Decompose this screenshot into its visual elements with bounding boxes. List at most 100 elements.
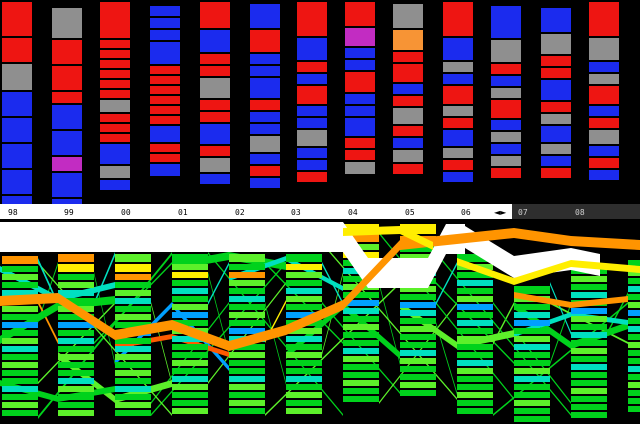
top-block[interactable] — [491, 100, 521, 118]
flow-bar[interactable] — [343, 372, 379, 378]
flow-bar[interactable] — [457, 296, 493, 302]
flow-bar[interactable] — [628, 382, 640, 388]
flow-bar[interactable] — [172, 304, 208, 310]
top-block[interactable] — [541, 144, 571, 154]
top-block[interactable] — [589, 38, 619, 60]
flow-bar[interactable] — [514, 352, 550, 358]
flow-bar[interactable] — [400, 358, 436, 364]
top-block[interactable] — [250, 178, 280, 188]
flow-bar[interactable] — [571, 284, 607, 290]
flow-bar[interactable] — [514, 344, 550, 350]
flow-bar[interactable] — [571, 316, 607, 322]
flow-bar[interactable] — [172, 288, 208, 294]
top-block[interactable] — [589, 170, 619, 180]
top-block[interactable] — [250, 4, 280, 28]
top-block[interactable] — [2, 144, 32, 168]
top-block[interactable] — [200, 66, 230, 76]
flow-bar[interactable] — [115, 306, 151, 312]
top-block[interactable] — [345, 2, 375, 26]
top-block[interactable] — [52, 173, 82, 197]
flow-bar[interactable] — [286, 368, 322, 374]
flow-bar[interactable] — [229, 400, 265, 406]
top-block[interactable] — [200, 124, 230, 144]
flow-bar[interactable] — [115, 410, 151, 416]
flow-bar[interactable] — [2, 402, 38, 408]
top-block[interactable] — [150, 86, 180, 94]
flow-bar[interactable] — [286, 296, 322, 302]
flow-bar[interactable] — [2, 314, 38, 320]
flow-bar[interactable] — [343, 234, 379, 242]
flow-bar[interactable] — [229, 392, 265, 398]
top-block[interactable] — [393, 52, 423, 62]
top-block[interactable] — [491, 64, 521, 74]
top-block[interactable] — [491, 6, 521, 38]
top-block[interactable] — [345, 150, 375, 160]
flow-bar[interactable] — [286, 344, 322, 350]
top-block[interactable] — [443, 148, 473, 158]
flow-bar[interactable] — [457, 376, 493, 382]
flow-bar[interactable] — [343, 388, 379, 394]
top-block[interactable] — [100, 60, 130, 68]
flow-bar[interactable] — [628, 294, 640, 300]
flow-bar[interactable] — [58, 322, 94, 328]
flow-bar[interactable] — [2, 274, 38, 280]
flow-bar[interactable] — [286, 264, 322, 270]
top-block[interactable] — [200, 30, 230, 52]
flow-bar[interactable] — [115, 402, 151, 408]
flow-bar[interactable] — [2, 378, 38, 384]
flow-bar[interactable] — [286, 400, 322, 406]
flow-bar[interactable] — [58, 394, 94, 400]
flow-bar[interactable] — [571, 364, 607, 370]
flow-bar[interactable] — [286, 392, 322, 398]
flow-bar[interactable] — [58, 314, 94, 320]
top-block[interactable] — [52, 40, 82, 64]
flow-bar[interactable] — [343, 356, 379, 362]
top-block[interactable] — [345, 72, 375, 92]
top-block[interactable] — [541, 56, 571, 66]
top-block[interactable] — [250, 54, 280, 64]
flow-bar[interactable] — [115, 322, 151, 328]
flow-bar[interactable] — [115, 394, 151, 400]
timeline-scrollbar[interactable] — [0, 204, 640, 219]
flow-bar[interactable] — [115, 264, 151, 272]
top-block[interactable] — [2, 2, 32, 36]
flow-bar[interactable] — [457, 328, 493, 334]
flow-bar[interactable] — [457, 392, 493, 398]
top-block[interactable] — [100, 180, 130, 190]
flow-bar[interactable] — [229, 264, 265, 270]
top-block[interactable] — [100, 124, 130, 132]
top-block[interactable] — [443, 172, 473, 182]
flow-bar[interactable] — [514, 416, 550, 422]
flow-bar[interactable] — [400, 286, 436, 292]
top-block[interactable] — [150, 154, 180, 162]
flow-bar[interactable] — [571, 332, 607, 338]
flow-bar[interactable] — [58, 346, 94, 352]
flow-bar[interactable] — [2, 354, 38, 360]
flow-bar[interactable] — [457, 352, 493, 358]
flow-bar[interactable] — [400, 254, 436, 260]
flow-bar[interactable] — [400, 342, 436, 348]
flow-bar[interactable] — [571, 380, 607, 386]
top-block[interactable] — [345, 106, 375, 116]
flow-bar[interactable] — [172, 400, 208, 406]
top-block[interactable] — [393, 108, 423, 124]
top-block[interactable] — [2, 92, 32, 116]
flow-bar[interactable] — [58, 338, 94, 344]
flow-bar[interactable] — [172, 320, 208, 326]
flow-bar[interactable] — [343, 332, 379, 338]
top-block[interactable] — [150, 18, 180, 28]
flow-bar[interactable] — [229, 254, 265, 262]
flow-bar[interactable] — [2, 386, 38, 392]
flow-bar[interactable] — [229, 328, 265, 334]
flow-bar[interactable] — [2, 290, 38, 296]
flow-bar[interactable] — [628, 270, 640, 276]
flow-bar[interactable] — [229, 408, 265, 414]
top-block[interactable] — [589, 118, 619, 128]
flow-bar[interactable] — [400, 326, 436, 332]
top-block[interactable] — [297, 86, 327, 104]
flow-bar[interactable] — [343, 324, 379, 330]
top-block[interactable] — [443, 130, 473, 146]
flow-bar[interactable] — [400, 350, 436, 356]
flow-bar[interactable] — [115, 378, 151, 384]
flow-bar[interactable] — [229, 368, 265, 374]
